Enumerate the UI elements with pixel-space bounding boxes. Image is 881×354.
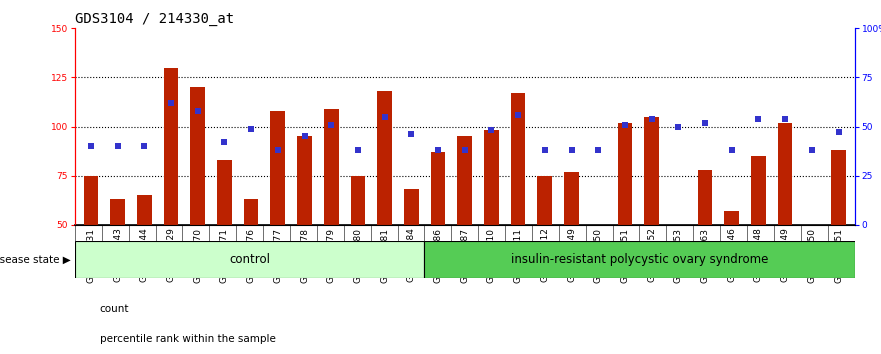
Text: count: count — [100, 304, 129, 314]
Bar — [564, 172, 579, 225]
Bar — [751, 156, 766, 225]
Bar — [110, 199, 125, 225]
Bar — [431, 152, 446, 225]
Bar — [831, 150, 846, 225]
Bar — [244, 199, 258, 225]
Bar — [75, 241, 425, 278]
Bar — [404, 189, 418, 225]
Bar — [537, 176, 552, 225]
Bar — [724, 211, 739, 225]
Bar — [778, 122, 793, 225]
Text: GDS3104 / 214330_at: GDS3104 / 214330_at — [75, 12, 234, 26]
Text: percentile rank within the sample: percentile rank within the sample — [100, 334, 276, 344]
Bar — [351, 176, 366, 225]
Bar — [804, 225, 819, 288]
Text: control: control — [229, 253, 270, 266]
Bar — [164, 68, 178, 225]
Bar — [425, 241, 855, 278]
Bar — [484, 131, 499, 225]
Bar — [644, 117, 659, 225]
Text: disease state ▶: disease state ▶ — [0, 254, 70, 264]
Bar — [270, 111, 285, 225]
Bar — [190, 87, 205, 225]
Bar — [457, 136, 472, 225]
Bar — [137, 195, 152, 225]
Bar — [217, 160, 232, 225]
Bar — [618, 122, 633, 225]
Bar — [511, 93, 525, 225]
Text: insulin-resistant polycystic ovary syndrome: insulin-resistant polycystic ovary syndr… — [511, 253, 768, 266]
Bar — [698, 170, 713, 225]
Bar — [377, 91, 392, 225]
Bar — [671, 225, 685, 231]
Bar — [324, 109, 338, 225]
Bar — [591, 225, 605, 303]
Bar — [84, 176, 99, 225]
Bar — [297, 136, 312, 225]
